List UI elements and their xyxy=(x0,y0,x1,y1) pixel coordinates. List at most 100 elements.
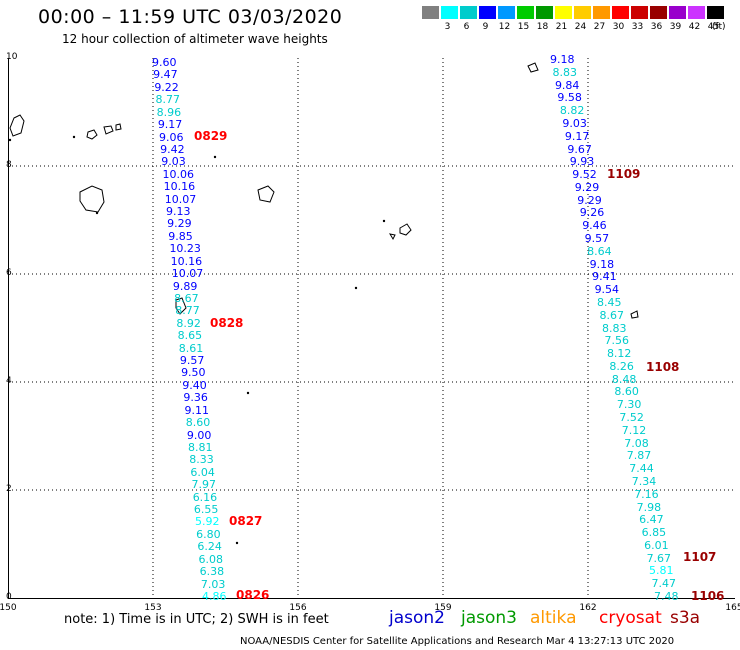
wave-height-value: 8.60 xyxy=(185,416,211,430)
wave-height-value: 9.17 xyxy=(157,118,183,132)
legend-swatch xyxy=(479,6,496,19)
wave-height-value: 7.08 xyxy=(624,436,649,450)
wave-height-value: 6.80 xyxy=(196,527,221,541)
wave-height-value: 8.77 xyxy=(175,304,200,318)
wave-height-value: 9.29 xyxy=(577,193,602,207)
island-east-1 xyxy=(630,310,639,319)
latitude-label: 8 xyxy=(6,160,12,170)
wave-height-value: 10.06 xyxy=(162,167,194,181)
wave-height-value: 8.61 xyxy=(178,341,204,355)
wave-height-value: 4.86 xyxy=(202,590,227,603)
map-subtitle: 12 hour collection of altimeter wave hei… xyxy=(62,32,328,46)
latitude-label: 6 xyxy=(6,268,12,278)
wave-height-value: 6.24 xyxy=(197,540,222,554)
latitude-label: 2 xyxy=(6,484,12,494)
wave-height-value: 9.18 xyxy=(550,53,575,66)
legend-swatch xyxy=(593,6,610,19)
satellite-legend-altika: altika xyxy=(530,608,577,628)
map-frame xyxy=(8,58,735,599)
wave-height-value: 9.54 xyxy=(594,283,620,297)
wave-height-value: 9.26 xyxy=(579,206,605,220)
wave-height-value: 9.57 xyxy=(179,354,205,368)
pass-time-label: 1106 xyxy=(691,589,725,603)
wave-height-value: 9.00 xyxy=(186,428,212,442)
wave-height-value: 8.26 xyxy=(609,359,634,373)
map-title: 00:00 – 11:59 UTC 03/03/2020 xyxy=(38,6,343,28)
island-outlines xyxy=(9,62,639,319)
island-kosrae xyxy=(257,185,275,203)
legend-label: 42 xyxy=(688,22,701,32)
wave-height-value: 9.46 xyxy=(582,219,607,233)
island-pohnpei xyxy=(79,185,105,213)
wave-height-value: 7.30 xyxy=(616,398,642,412)
legend-label: 24 xyxy=(574,22,587,32)
wave-height-value: 10.23 xyxy=(169,242,201,256)
wave-height-value: 9.03 xyxy=(562,116,587,130)
legend-label: 12 xyxy=(498,22,511,32)
wave-height-value: 7.48 xyxy=(654,590,679,603)
legend-label: 39 xyxy=(669,22,682,32)
wave-height-value: 9.58 xyxy=(557,91,582,105)
wave-height-value: 10.07 xyxy=(171,267,204,281)
island-small-3 xyxy=(115,123,122,131)
wave-height-value: 10.07 xyxy=(164,192,197,206)
wave-height-value: 9.36 xyxy=(183,391,208,405)
longitude-label: 150 xyxy=(0,603,17,613)
pass-time-label: 0829 xyxy=(194,129,228,143)
wave-height-value: 6.85 xyxy=(641,526,667,540)
wave-height-value: 5.92 xyxy=(195,515,220,529)
wave-height-value: 6.16 xyxy=(192,490,218,504)
wave-height-value: 8.12 xyxy=(606,347,632,361)
wave-height-value: 9.93 xyxy=(569,155,595,169)
wave-height-value: 7.56 xyxy=(604,334,629,348)
legend-swatch xyxy=(498,6,515,19)
wave-height-value: 7.97 xyxy=(191,478,217,492)
wave-height-value: 9.57 xyxy=(584,232,610,245)
wave-height-value: 8.83 xyxy=(602,321,627,335)
legend-swatch xyxy=(460,6,477,19)
wave-height-value: 9.11 xyxy=(184,403,210,417)
pass-time-label: 1107 xyxy=(683,550,717,564)
wave-height-value: 10.16 xyxy=(170,254,203,268)
pass-time-label: 1108 xyxy=(646,360,680,374)
wave-height-value: 7.52 xyxy=(619,411,644,424)
wave-height-value: 8.33 xyxy=(189,453,214,467)
satellite-legend-jason2: jason2 xyxy=(389,608,445,628)
wave-height-value: 9.06 xyxy=(158,130,184,144)
island-small-1 xyxy=(86,129,98,140)
wave-height-value: 9.29 xyxy=(167,217,192,231)
longitude-label: 159 xyxy=(434,603,452,613)
pass-time-label: 0827 xyxy=(229,514,263,528)
legend-label: 27 xyxy=(593,22,606,32)
legend-label: 18 xyxy=(536,22,549,32)
longitude-label: 162 xyxy=(579,603,597,613)
wave-height-value: 9.13 xyxy=(165,205,191,219)
island-small-2 xyxy=(103,125,114,135)
wave-height-value: 6.08 xyxy=(198,552,224,566)
wave-height-value: 7.44 xyxy=(629,462,654,476)
wave-height-value: 8.82 xyxy=(559,104,585,118)
legend-label: 6 xyxy=(463,22,470,32)
graticule xyxy=(8,58,734,598)
wave-height-value: 7.16 xyxy=(634,487,659,501)
wave-height-value: 7.03 xyxy=(200,577,226,591)
latitude-label: 10 xyxy=(6,52,18,62)
island-marshall-2 xyxy=(388,233,396,241)
legend-swatch xyxy=(650,6,667,19)
wave-height-value: 9.52 xyxy=(572,168,597,182)
wave-height-value: 9.03 xyxy=(161,155,186,169)
pass-time-label: 0826 xyxy=(236,588,270,602)
wave-height-value: 6.01 xyxy=(644,538,669,552)
wave-height-value: 7.34 xyxy=(631,474,657,488)
wave-height-value: 9.40 xyxy=(182,378,207,392)
legend-swatch xyxy=(688,6,705,19)
wave-height-value: 9.60 xyxy=(152,56,177,69)
wave-height-value: 8.45 xyxy=(597,295,622,309)
legend-swatch xyxy=(631,6,648,19)
satellite-legend-s3a: s3a xyxy=(670,608,701,628)
pass-time-label: 0828 xyxy=(210,316,244,330)
legend-unit: (ft) xyxy=(712,22,726,32)
wave-height-value: 8.96 xyxy=(156,105,182,119)
wave-height-value: 9.50 xyxy=(181,366,206,380)
